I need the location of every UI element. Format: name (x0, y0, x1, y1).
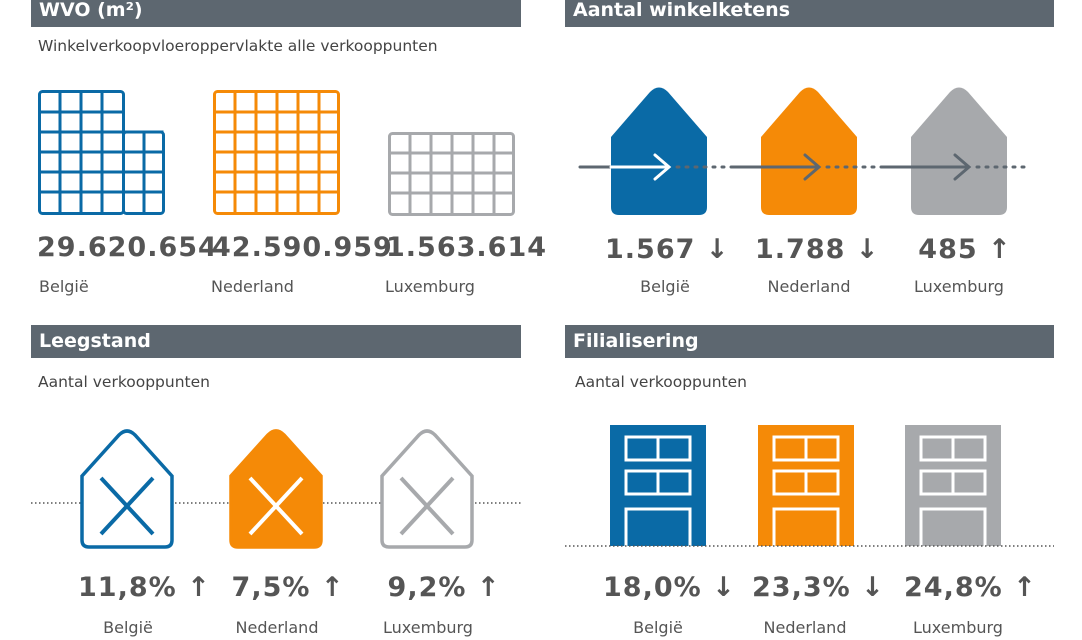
filialisering-value-nederland: 23,3% ↓ (752, 572, 885, 603)
branch-building-icon-belgie (610, 425, 706, 546)
wvo-label-nederland: Nederland (211, 277, 294, 296)
filialisering-label-belgie: België (633, 618, 683, 637)
house-icon-nederland (761, 87, 857, 215)
wvo-label-belgie: België (39, 277, 89, 296)
chain-houses-graphic (578, 87, 1027, 215)
wvo-label-luxemburg: Luxemburg (385, 277, 475, 296)
panel-title: Leegstand (31, 325, 521, 358)
panel-winkelketens: Aantal winkelketens (565, 0, 1054, 320)
panel-subtitle: Aantal verkooppunten (38, 373, 210, 391)
vacant-house-icon-nederland (229, 429, 323, 549)
panel-filialisering: Filialisering Aantal verkooppunten (565, 325, 1054, 640)
panel-leegstand: Leegstand Aantal verkooppunten (31, 325, 521, 640)
house-icon-belgie (611, 87, 707, 215)
panel-subtitle: Winkelverkoopvloeroppervlakte alle verko… (38, 37, 438, 55)
filialisering-value-belgie: 18,0% ↓ (603, 572, 736, 603)
filialisering-value-luxemburg: 24,8% ↑ (904, 572, 1037, 603)
vacant-house-icon-belgie (80, 429, 174, 549)
branch-building-icon-nederland (758, 425, 854, 546)
leegstand-label-belgie: België (103, 618, 153, 637)
ketens-value-belgie: 1.567 ↓ (605, 234, 730, 265)
panel-wvo: WVO (m²) Winkelverkoopvloeroppervlakte a… (31, 0, 521, 320)
branch-building-icon-luxemburg (905, 425, 1001, 546)
leegstand-label-luxemburg: Luxemburg (383, 618, 473, 637)
floor-grid-icon-luxemburg (388, 132, 515, 216)
floor-grid-icon-belgie (38, 90, 165, 215)
vacancy-houses-graphic (31, 429, 521, 549)
ketens-value-nederland: 1.788 ↓ (755, 234, 880, 265)
filialisering-label-nederland: Nederland (763, 618, 847, 637)
panel-title: WVO (m²) (31, 0, 521, 27)
ketens-value-luxemburg: 485 ↑ (918, 234, 1012, 265)
wvo-value-luxemburg: 1.563.614 (386, 232, 548, 263)
panel-title: Filialisering (565, 325, 1054, 358)
branch-buildings-graphic (565, 425, 1054, 547)
ketens-label-luxemburg: Luxemburg (914, 277, 1004, 296)
panel-subtitle: Aantal verkooppunten (575, 373, 747, 391)
ketens-label-belgie: België (640, 277, 690, 296)
house-icon-luxemburg (911, 87, 1007, 215)
floor-grid-icon-nederland (213, 90, 340, 215)
panel-title: Aantal winkelketens (565, 0, 1054, 27)
leegstand-label-nederland: Nederland (235, 618, 319, 637)
wvo-value-nederland: 42.590.959 (212, 232, 393, 263)
wvo-value-belgie: 29.620.654 (37, 232, 218, 263)
filialisering-label-luxemburg: Luxemburg (913, 618, 1003, 637)
ketens-label-nederland: Nederland (767, 277, 851, 296)
vacant-house-icon-luxemburg (380, 429, 474, 549)
leegstand-value-nederland: 7,5% ↑ (231, 572, 345, 603)
leegstand-value-belgie: 11,8% ↑ (78, 572, 211, 603)
leegstand-value-luxemburg: 9,2% ↑ (387, 572, 501, 603)
